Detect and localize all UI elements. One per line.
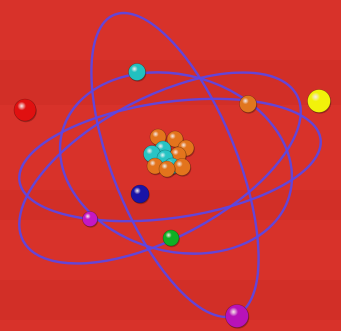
background-band — [0, 190, 341, 220]
background-band — [0, 60, 341, 105]
electrons — [13, 63, 332, 329]
electron-navy — [130, 184, 150, 205]
electron-magenta-small — [82, 211, 99, 228]
electron-yellow — [307, 89, 332, 114]
orbit-3 — [18, 71, 302, 265]
electron-green — [162, 229, 180, 248]
electron-orange — [239, 95, 258, 114]
nucleus — [143, 128, 195, 179]
electron-magenta-large — [225, 304, 250, 329]
electron-cyan — [128, 63, 147, 82]
background-band — [0, 280, 341, 320]
orbit-1 — [18, 97, 322, 223]
electron-red — [13, 98, 37, 123]
nucleus-proton — [158, 160, 176, 179]
nucleus-proton — [173, 158, 192, 177]
